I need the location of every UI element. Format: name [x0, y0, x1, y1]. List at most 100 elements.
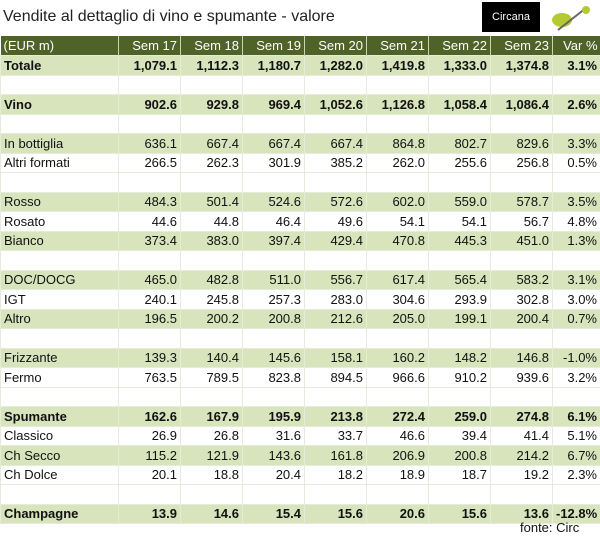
cell: 26.9 [118, 425, 181, 446]
cell: 293.9 [428, 289, 491, 310]
cell: 578.7 [490, 191, 553, 212]
cell: 257.3 [242, 289, 305, 310]
empty-cell [366, 113, 429, 134]
cell: 146.8 [490, 347, 553, 368]
empty-cell [366, 484, 429, 505]
cell: 969.4 [242, 94, 305, 115]
empty-cell [490, 386, 553, 407]
row-label: DOC/DOCG [0, 269, 119, 290]
title-bar: Vendite al dettaglio di vino e spumante … [0, 0, 600, 36]
cell: 2.3% [552, 464, 600, 485]
column-header: Sem 22 [428, 36, 491, 56]
row-label: Totale [0, 55, 119, 76]
cell: 602.0 [366, 191, 429, 212]
cell: 195.9 [242, 406, 305, 427]
cell: 1,058.4 [428, 94, 491, 115]
cell: 302.8 [490, 289, 553, 310]
row-label: Fermo [0, 367, 119, 388]
empty-cell [242, 74, 305, 95]
empty-cell [180, 328, 243, 349]
cell: 482.8 [180, 269, 243, 290]
empty-cell [0, 386, 119, 407]
column-header: Sem 20 [304, 36, 367, 56]
cell: -1.0% [552, 347, 600, 368]
logo-icon [552, 6, 590, 31]
cell: 3.3% [552, 133, 600, 154]
empty-cell [552, 328, 600, 349]
empty-cell [552, 386, 600, 407]
cell: 4.8% [552, 211, 600, 232]
cell: 139.3 [118, 347, 181, 368]
cell: 465.0 [118, 269, 181, 290]
empty-cell [0, 328, 119, 349]
spacer-row [0, 328, 600, 349]
empty-cell [242, 328, 305, 349]
empty-cell [242, 386, 305, 407]
data-row: Bianco 373.4 383.0 397.4 429.4 470.8 445.3 451.… [0, 230, 600, 251]
cell: 46.4 [242, 211, 305, 232]
data-row: Rosso 484.3 501.4 524.6 572.6 602.0 559.0 578.7… [0, 191, 600, 212]
cell: 6.7% [552, 445, 600, 466]
title: Vendite al dettaglio di vino e spumante … [3, 8, 335, 25]
cell: 213.8 [304, 406, 367, 427]
cell: 20.4 [242, 464, 305, 485]
cell: 667.4 [242, 133, 305, 154]
cell: 484.3 [118, 191, 181, 212]
cell: 18.7 [428, 464, 491, 485]
data-row: Spumante 162.6 167.9 195.9 213.8 272.4 259.0 27… [0, 406, 600, 427]
empty-cell [428, 328, 491, 349]
cell: 212.6 [304, 308, 367, 329]
row-label: In bottiglia [0, 133, 119, 154]
column-header: Sem 17 [118, 36, 181, 56]
cell: 383.0 [180, 230, 243, 251]
data-row: Altri formati 266.5 262.3 301.9 385.2 262.0 25… [0, 152, 600, 173]
empty-cell [180, 74, 243, 95]
empty-cell [304, 172, 367, 193]
empty-cell [0, 113, 119, 134]
empty-cell [490, 172, 553, 193]
cell: 20.6 [366, 503, 429, 524]
row-label: Frizzante [0, 347, 119, 368]
cell: 910.2 [428, 367, 491, 388]
row-label: Altro [0, 308, 119, 329]
cell: 385.2 [304, 152, 367, 173]
cell: 1,374.8 [490, 55, 553, 76]
data-row: Vino 902.6 929.8 969.4 1,052.6 1,126.8 1,058.4… [0, 94, 600, 115]
empty-cell [0, 484, 119, 505]
spacer-row [0, 172, 600, 193]
column-header: Sem 23 [490, 36, 553, 56]
row-label: Spumante [0, 406, 119, 427]
cell: 0.7% [552, 308, 600, 329]
cell: 262.0 [366, 152, 429, 173]
cell: 6.1% [552, 406, 600, 427]
empty-cell [490, 74, 553, 95]
empty-cell [304, 328, 367, 349]
cell: 1,112.3 [180, 55, 243, 76]
empty-cell [366, 328, 429, 349]
cell: 161.8 [304, 445, 367, 466]
empty-cell [428, 113, 491, 134]
cell: 902.6 [118, 94, 181, 115]
empty-cell [242, 113, 305, 134]
cell: 18.9 [366, 464, 429, 485]
empty-cell [428, 74, 491, 95]
cell: 39.4 [428, 425, 491, 446]
column-header: Sem 18 [180, 36, 243, 56]
cell: 3.5% [552, 191, 600, 212]
cell: 15.6 [428, 503, 491, 524]
empty-cell [242, 484, 305, 505]
cell: 54.1 [366, 211, 429, 232]
cell: 46.6 [366, 425, 429, 446]
empty-cell [180, 172, 243, 193]
column-header: (EUR m) [0, 36, 119, 56]
source: fonte: Circ [520, 520, 580, 535]
cell: 205.0 [366, 308, 429, 329]
cell: 802.7 [428, 133, 491, 154]
cell: 3.1% [552, 55, 600, 76]
cell: 429.4 [304, 230, 367, 251]
row-label: Vino [0, 94, 119, 115]
data-row: Champagne 13.9 14.6 15.4 15.6 20.6 15.6 13.6 -12… [0, 503, 600, 524]
cell: 162.6 [118, 406, 181, 427]
cell: 200.4 [490, 308, 553, 329]
empty-cell [366, 74, 429, 95]
